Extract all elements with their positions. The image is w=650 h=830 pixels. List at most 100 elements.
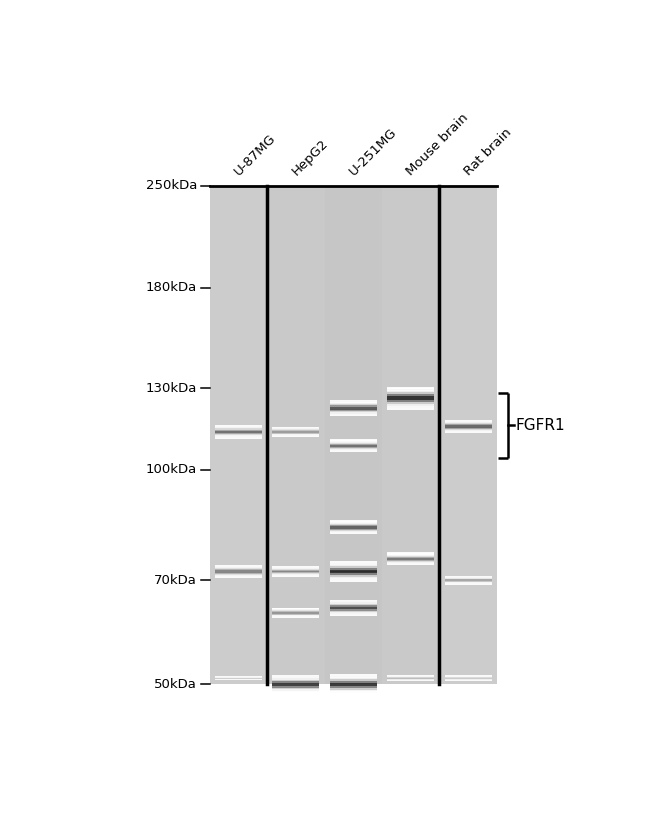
Bar [387,564,434,565]
Bar [272,689,319,691]
Bar [330,609,377,611]
Bar [330,573,377,575]
Bar [330,563,377,564]
Bar [330,677,377,679]
Bar [387,554,434,555]
Bar [330,580,377,582]
Bar [382,186,439,685]
Bar [330,601,377,603]
Bar [272,680,319,681]
Bar [272,575,319,576]
Bar [215,567,262,569]
Bar [387,394,434,396]
Bar [387,403,434,406]
Bar [330,415,377,417]
Bar [330,574,377,577]
Bar [272,436,319,437]
Bar [330,409,377,411]
Bar [330,676,377,677]
Bar [330,401,377,403]
Bar [215,566,262,567]
Bar [272,431,319,432]
Bar [330,404,377,405]
Bar [215,427,262,428]
Bar [272,573,319,574]
Bar [330,525,377,526]
Bar [445,428,491,430]
Bar [330,448,377,449]
Bar [330,442,377,444]
Bar [215,577,262,578]
Bar [330,568,377,570]
Bar [272,675,319,676]
Bar [330,579,377,580]
Bar [387,398,434,400]
Bar [330,564,377,566]
Bar [272,568,319,569]
Bar [387,557,434,558]
Bar [330,407,377,408]
Bar [387,393,434,394]
Text: HepG2: HepG2 [289,137,330,178]
Bar [330,450,377,452]
Bar [272,434,319,435]
Bar [330,405,377,407]
Text: U-251MG: U-251MG [346,125,399,178]
Bar [330,577,377,579]
Bar [387,408,434,410]
Bar [330,400,377,401]
Bar [330,520,377,521]
Bar [330,682,377,685]
Bar [330,615,377,617]
Bar [330,531,377,532]
Bar [272,570,319,572]
Bar [330,444,377,445]
Bar [387,388,434,391]
Bar [210,186,267,685]
Text: 250kDa: 250kDa [146,179,197,193]
Bar [445,422,491,423]
Bar [387,400,434,402]
Bar [272,683,319,685]
Bar [387,562,434,563]
Bar [272,613,319,614]
Bar [387,561,434,562]
Text: 50kDa: 50kDa [154,678,197,691]
Bar [272,427,319,428]
Bar [215,431,262,432]
Bar [445,427,491,428]
Bar [330,532,377,534]
Bar [272,678,319,680]
Bar [215,426,262,427]
Bar [330,605,377,607]
Bar [330,447,377,448]
Bar [387,558,434,559]
Bar [215,437,262,439]
Bar [387,559,434,560]
Bar [330,566,377,568]
Bar [387,396,434,398]
Bar [330,603,377,604]
Bar [215,429,262,431]
Bar [445,423,491,424]
Bar [330,613,377,615]
Text: U-87MG: U-87MG [232,132,278,178]
Bar [330,526,377,527]
Bar [215,571,262,573]
Bar [330,679,377,681]
Bar [272,610,319,611]
Bar [272,616,319,617]
Bar [330,530,377,531]
Bar [330,612,377,613]
Bar [330,691,377,693]
Bar [387,563,434,564]
Text: Rat brain: Rat brain [462,126,514,178]
Bar [330,413,377,415]
Text: 130kDa: 130kDa [146,382,197,395]
Bar [387,402,434,404]
Bar [330,603,377,605]
Bar [215,569,262,570]
Bar [215,570,262,572]
Bar [215,434,262,436]
Text: 100kDa: 100kDa [146,463,197,476]
